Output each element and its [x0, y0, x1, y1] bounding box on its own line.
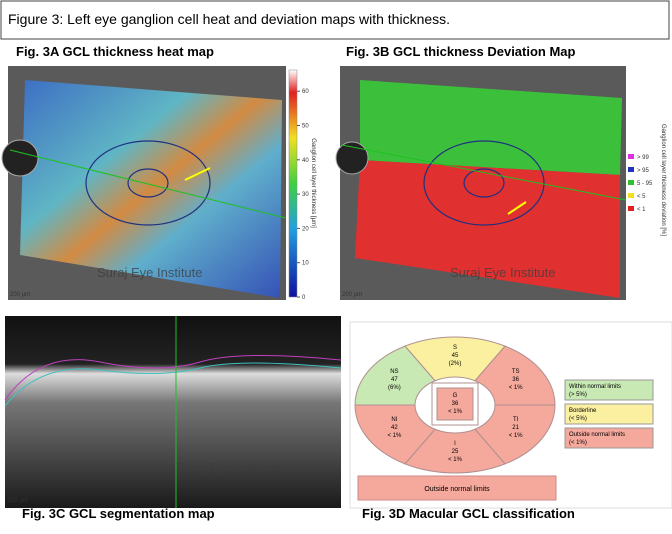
heat-overlay [20, 80, 282, 298]
legend-box [564, 403, 654, 425]
sector-value: 45 [452, 353, 459, 359]
watermark: Suraj Eye Institute [97, 265, 203, 280]
center-sector [436, 387, 474, 421]
legend-note: (< 5%) [569, 416, 587, 422]
sector-percent: (6%) [388, 385, 401, 391]
sector-value: 47 [391, 377, 398, 383]
sector-percent: < 1% [387, 433, 402, 439]
legend-label: 5 - 95 [637, 181, 653, 187]
tick-label: 30 [302, 192, 309, 198]
title-box [0, 0, 670, 40]
legend-label: Borderline [569, 408, 597, 414]
legend-label: Ganglion cell layer thickness deviation … [660, 124, 666, 236]
watermark: Suraj Eye Institute [176, 460, 282, 475]
sector [474, 345, 556, 406]
sector-percent: (2%) [449, 361, 462, 367]
legend-label: Within normal limits [569, 384, 621, 390]
summary: Outside normal limits [424, 486, 490, 493]
sector-percent: < 1% [448, 457, 463, 463]
sector-id: S [453, 345, 457, 351]
arrow [507, 201, 527, 215]
sector [354, 404, 436, 465]
sector-percent: < 1% [509, 385, 524, 391]
center-value: 36 [452, 401, 459, 407]
grid-ring [423, 140, 545, 226]
sector-id: NS [390, 369, 398, 375]
sector-id: TI [513, 417, 519, 423]
summary-box [357, 475, 557, 501]
sector [404, 428, 506, 474]
sector [404, 336, 506, 382]
scan-line [341, 144, 627, 201]
sector-id: NI [391, 417, 397, 423]
scan-line [9, 149, 287, 219]
legend-swatch [628, 167, 634, 172]
legend-swatch [628, 193, 634, 198]
normal-area [360, 80, 622, 175]
legend-note: (< 1%) [569, 440, 587, 446]
legend-swatch [628, 206, 634, 211]
sector-id: TS [512, 369, 520, 375]
sector-percent: < 1% [509, 433, 524, 439]
tick-label: 0 [302, 295, 306, 301]
sector [354, 345, 436, 406]
caption: Fig. 3C GCL segmentation map [22, 506, 215, 521]
legend-box [564, 379, 654, 401]
sector-value: 36 [512, 377, 519, 383]
optic-disc [335, 141, 369, 175]
segmentation-line [4, 362, 342, 407]
caption: Fig. 3D Macular GCL classification [362, 506, 575, 521]
legend-label: Outside normal limits [569, 432, 625, 438]
legend-label: > 95 [637, 168, 650, 174]
center-id: G [453, 393, 458, 399]
scale-bar: 200 µm [342, 292, 362, 298]
tick-label: 50 [302, 124, 309, 130]
caption: Fig. 3A GCL thickness heat map [16, 44, 214, 59]
sector [474, 404, 556, 465]
grid-ring [85, 140, 211, 226]
legend-swatch [628, 180, 634, 185]
caption: Fig. 3B GCL thickness Deviation Map [346, 44, 576, 59]
tick-label: 60 [302, 89, 309, 95]
legend-label: < 1 [637, 207, 646, 213]
center-percent: < 1% [448, 409, 463, 415]
figure-title: Figure 3: Left eye ganglion cell heat an… [8, 11, 450, 27]
colorbar-label: Ganglion cell layer thickness [µm] [310, 138, 316, 228]
sector-value: 25 [452, 449, 459, 455]
scale-bar: 200 µm [10, 292, 30, 298]
tick-label: 10 [302, 261, 309, 267]
scale-bar: 200 µm [8, 498, 28, 504]
colorbar [288, 69, 298, 298]
legend-box [564, 427, 654, 449]
legend-swatch [628, 154, 634, 159]
legend-label: < 5 [637, 194, 646, 200]
segmentation-line [4, 354, 342, 401]
arrow [184, 167, 211, 181]
oct-scan [5, 316, 341, 508]
sector-value: 42 [391, 425, 398, 431]
tick-label: 20 [302, 226, 309, 232]
tick-label: 40 [302, 158, 309, 164]
watermark: Suraj Eye Institute [450, 265, 556, 280]
sector-id: I [454, 441, 456, 447]
optic-disc [1, 139, 39, 177]
legend-label: > 99 [637, 155, 650, 161]
abnormal-area [355, 160, 620, 298]
legend-note: (> 5%) [569, 392, 587, 398]
sector-value: 21 [512, 425, 519, 431]
